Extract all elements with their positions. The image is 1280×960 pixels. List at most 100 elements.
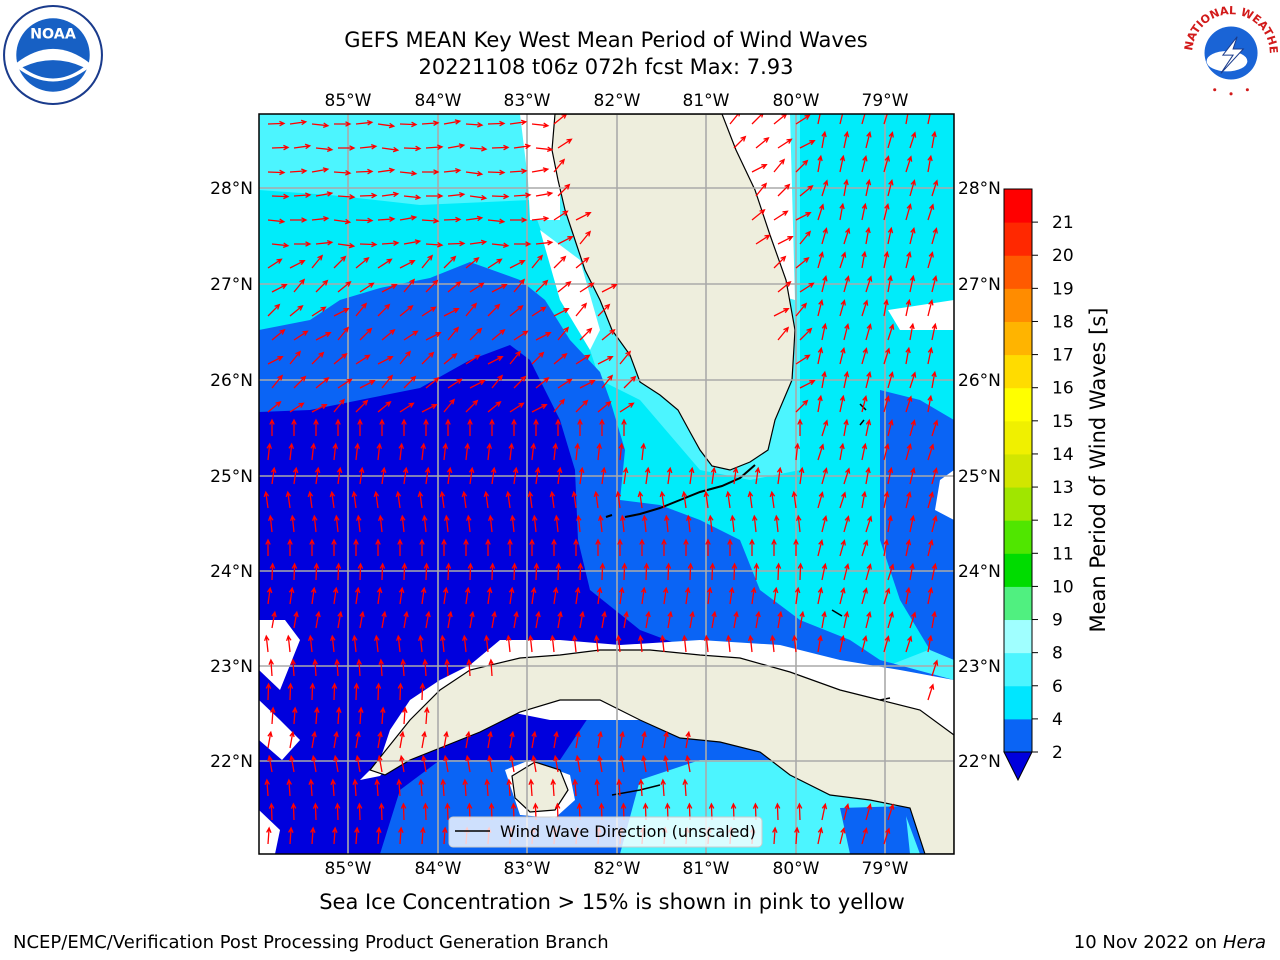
wind-wave-arrow [464,442,471,461]
wind-wave-arrow [465,754,471,773]
wind-wave-arrow [795,256,810,269]
wind-wave-arrow [461,490,468,509]
wind-wave-arrow [424,706,430,725]
colorbar-tick-label: 18 [1052,312,1074,332]
colorbar-segment [1004,553,1032,587]
wind-wave-arrow [887,563,895,581]
wind-wave-arrow [483,490,490,509]
wind-wave-arrow [821,179,829,197]
wind-wave-arrow [336,466,343,485]
wind-wave-arrow [509,304,524,317]
wind-wave-arrow [423,418,429,436]
credit-date: 10 Nov 2022 on [1073,932,1218,953]
wind-wave-arrow [293,143,312,150]
wind-wave-arrow [420,442,427,461]
colorbar-frame [1003,188,1033,753]
wind-wave-arrow [927,586,934,605]
wind-wave-arrow [308,778,314,797]
wind-wave-arrow [839,114,844,125]
wind-wave-arrow [557,236,574,245]
wind-wave-arrow [535,279,549,293]
lon-label: 84°W [415,859,462,879]
wind-wave-arrow [487,258,503,269]
wind-wave-arrow [419,538,425,556]
wind-wave-arrow [909,562,915,581]
wind-wave-arrow [843,370,850,389]
wind-wave-arrow [905,491,912,509]
wind-wave-arrow [313,562,320,581]
wind-wave-arrow [799,380,816,389]
wind-wave-arrow [843,178,849,197]
wind-wave-arrow [509,754,515,773]
wind-wave-arrow [398,442,405,461]
florida-keys [605,464,756,518]
wind-wave-arrow [883,538,889,557]
wind-wave-arrow [441,538,447,556]
wind-wave-arrow [794,442,801,461]
colorbar-tick-label: 9 [1052,611,1063,631]
map-frame [258,113,955,855]
wind-wave-arrow [443,514,450,533]
wind-wave-arrow [490,466,497,485]
wind-wave-arrow [616,778,622,797]
wind-wave-arrow [337,194,356,200]
wind-wave-arrow [839,491,847,509]
wind-wave-arrow [865,515,873,533]
wind-wave-arrow [514,241,532,247]
wind-wave-arrow [312,802,319,821]
lat-label: 25°N [210,467,253,487]
wind-wave-arrow [597,730,603,749]
wind-wave-arrow [443,308,460,317]
wind-wave-arrow [883,395,890,413]
wind-wave-arrow [839,587,846,605]
wind-wave-arrow [777,610,783,629]
wind-wave-arrow [399,730,405,749]
wind-wave-arrow [599,418,605,436]
wind-wave-arrow [861,827,868,845]
wind-wave-arrow [403,145,422,152]
wind-wave-arrow [290,802,297,821]
wind-wave-arrow [511,418,517,436]
wind-wave-arrow [465,514,472,533]
wind-wave-arrow [909,371,917,389]
wind-wave-arrow [533,418,539,436]
wind-wave-arrow [931,419,939,437]
wind-wave-arrow [421,404,438,413]
wind-wave-arrow [268,802,275,821]
wind-wave-arrow [443,216,462,223]
wind-wave-arrow [839,827,846,845]
wind-wave-arrow [623,610,629,629]
wind-wave-arrow [883,635,890,653]
wind-wave-arrow [469,146,488,152]
wind-wave-arrow [381,191,400,198]
wind-wave-arrow [729,114,741,125]
wind-wave-arrow [731,562,738,581]
wind-wave-arrow [574,442,581,461]
wind-wave-arrow [887,274,893,293]
wind-wave-arrow [618,586,625,605]
colorbar-tick-label: 19 [1052,279,1074,299]
lat-label: 24°N [210,562,253,582]
wind-wave-arrow [753,562,760,581]
wind-wave-arrow [595,538,601,556]
colorbar-tick-label: 10 [1052,577,1074,597]
wind-wave-arrow [711,610,717,629]
wind-wave-arrow [267,514,274,533]
wind-wave-arrow [421,514,428,533]
wind-wave-arrow [861,114,866,125]
wind-wave-arrow [311,754,317,773]
wind-wave-arrow [403,610,409,629]
wind-wave-arrow [535,191,554,197]
colorbar-segment [1004,652,1032,687]
wind-wave-arrow [403,330,419,341]
wind-wave-arrow [417,634,424,653]
wind-wave-arrow [927,154,933,173]
wind-wave-arrow [601,610,607,629]
wind-wave-arrow [773,210,789,221]
wind-wave-arrow [909,611,917,629]
wind-wave-arrow [553,158,566,173]
wind-wave-arrow [575,302,588,317]
wind-wave-arrow [269,562,276,581]
wind-wave-arrow [377,400,392,413]
wind-wave-arrow [421,306,437,317]
